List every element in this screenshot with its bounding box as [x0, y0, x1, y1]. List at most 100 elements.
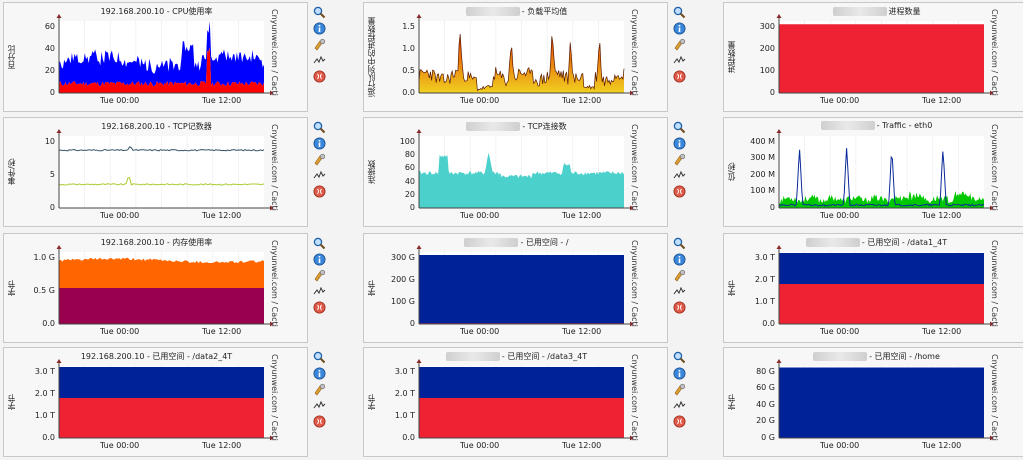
graph-icon[interactable]	[673, 169, 686, 182]
zoom-icon[interactable]	[313, 351, 326, 364]
vendor-watermark: Cnyunwei.com / Cacti	[630, 240, 639, 327]
plot-series	[418, 34, 625, 93]
graph-actions	[673, 237, 687, 317]
zoom-icon[interactable]	[673, 121, 686, 134]
graph-cell: - 已用空间 - /data1_4T 字节 3.0 T 2.0 T 1.0 T 0.0 Tu…	[723, 233, 1023, 343]
y-axis-label: 进程数量	[727, 41, 736, 73]
zoom-icon[interactable]	[673, 6, 686, 19]
graph-image[interactable]: 192.168.200.10 - TCP记数器 事件/秒 10 5 0 Tue 00:00…	[3, 117, 308, 227]
zoom-icon[interactable]	[673, 237, 686, 250]
graph-title: - TCP连接数	[364, 121, 667, 132]
plot-series	[778, 148, 985, 208]
graph-cell: 192.168.200.10 - TCP记数器 事件/秒 10 5 0 Tue 00:00…	[3, 117, 340, 227]
y-tick-label: 100	[759, 65, 775, 75]
y-tick-label: 0	[49, 88, 55, 97]
y-axis-arrow	[416, 14, 422, 18]
y-axis-arrow	[776, 245, 782, 249]
properties-icon[interactable]	[313, 383, 326, 396]
y-tick-label: 1.0 T	[34, 410, 55, 420]
graph-icon[interactable]	[673, 285, 686, 298]
info-icon[interactable]	[313, 137, 326, 150]
y-axis-label: 字节	[7, 394, 16, 410]
disk-used-area	[779, 284, 984, 324]
properties-icon[interactable]	[673, 269, 686, 282]
redacted-host	[813, 352, 868, 361]
delete-icon[interactable]	[673, 70, 686, 83]
graph-image[interactable]: - 已用空间 - /data3_4T 字节 3.0 T 2.0 T 1.0 T 0.0 Tu…	[363, 347, 668, 457]
vendor-watermark: Cnyunwei.com / Cacti	[630, 124, 639, 211]
x-tick-label: Tue 12:00	[922, 327, 962, 336]
properties-icon[interactable]	[313, 269, 326, 282]
x-tick-label: Tue 00:00	[460, 96, 500, 105]
graph-image[interactable]: 进程数量 进程数量 300 200 100 0 Tue 00:00 Tue 12:00 Cnyu…	[723, 2, 1023, 112]
x-axis-arrow	[270, 435, 274, 441]
graph-icon[interactable]	[673, 399, 686, 412]
graph-icon[interactable]	[313, 169, 326, 182]
x-tick-label: Tue 00:00	[100, 96, 140, 105]
x-tick-label: Tue 00:00	[460, 211, 500, 220]
graph-title-text: - 已用空间 - /data1_4T	[861, 238, 948, 247]
graph-icon[interactable]	[673, 54, 686, 67]
graph-image[interactable]: - 已用空间 - /data1_4T 字节 3.0 T 2.0 T 1.0 T 0.0 Tu…	[723, 233, 1023, 343]
graph-title-text: - 已用空间 - /home	[869, 352, 940, 361]
graph-cell: 进程数量 进程数量 300 200 100 0 Tue 00:00 Tue 12:00 Cnyu…	[723, 2, 1023, 112]
graph-title-text: 192.168.200.10 - 内存使用率	[100, 238, 213, 247]
delete-icon[interactable]	[673, 415, 686, 428]
vendor-watermark: Cnyunwei.com / Cacti	[990, 124, 999, 211]
graph-image[interactable]: - 负载平均值 运行队列中的进程数量 1.5 1.0 0.5 0.0 Tue 00:00 Tu…	[363, 2, 668, 112]
info-icon[interactable]	[673, 253, 686, 266]
graph-canvas	[416, 359, 634, 441]
graph-title: 192.168.200.10 - 内存使用率	[4, 237, 307, 248]
delete-icon[interactable]	[313, 70, 326, 83]
graph-image[interactable]: - 已用空间 - / 字节 300 G 200 G 100 G 0 Tue 00:00 Tue…	[363, 233, 668, 343]
graph-title: - 已用空间 - /data1_4T	[724, 237, 1023, 248]
x-axis-arrow	[630, 205, 634, 211]
y-tick-label: 0	[49, 203, 55, 212]
delete-icon[interactable]	[673, 185, 686, 198]
properties-icon[interactable]	[313, 38, 326, 51]
info-icon[interactable]	[313, 367, 326, 380]
info-icon[interactable]	[673, 367, 686, 380]
graph-cell: - 已用空间 - / 字节 300 G 200 G 100 G 0 Tue 00:00 Tue…	[363, 233, 700, 343]
info-icon[interactable]	[673, 22, 686, 35]
info-icon[interactable]	[673, 137, 686, 150]
delete-icon[interactable]	[313, 301, 326, 314]
y-tick-label: 20 G	[756, 416, 775, 426]
memory-cache-area	[59, 257, 264, 288]
zoom-icon[interactable]	[673, 351, 686, 364]
properties-icon[interactable]	[313, 153, 326, 166]
info-icon[interactable]	[313, 22, 326, 35]
delete-icon[interactable]	[673, 301, 686, 314]
properties-icon[interactable]	[673, 383, 686, 396]
graph-cell: - 已用空间 - /data3_4T 字节 3.0 T 2.0 T 1.0 T 0.0 Tu…	[363, 347, 700, 457]
delete-icon[interactable]	[313, 185, 326, 198]
graph-image[interactable]: - 已用空间 - /home 字节 80 G 60 G 40 G 20 G 0 G Tue 0…	[723, 347, 1023, 457]
y-axis-label: 字节	[367, 394, 376, 410]
zoom-icon[interactable]	[313, 6, 326, 19]
x-tick-label: Tue 00:00	[820, 211, 860, 220]
graph-icon[interactable]	[313, 54, 326, 67]
graph-icon[interactable]	[313, 285, 326, 298]
graph-image[interactable]: - TCP连接数 连接数 100 80 60 40 20 0 Tue 00:00 Tue 12:0…	[363, 117, 668, 227]
graph-title: 进程数量	[724, 6, 1023, 17]
y-tick-label: 1.5	[402, 21, 415, 31]
zoom-icon[interactable]	[313, 121, 326, 134]
properties-icon[interactable]	[673, 153, 686, 166]
y-tick-label: 0	[409, 203, 415, 212]
graph-image[interactable]: 192.168.200.10 - 内存使用率 字节 1.0 G 0.5 G 0.0 Tue…	[3, 233, 308, 343]
vendor-watermark: Cnyunwei.com / Cacti	[990, 9, 999, 96]
graph-image[interactable]: - Traffic - eth0 位/秒 400 M 300 M 200 M 100 M 0…	[723, 117, 1023, 227]
graph-image[interactable]: 192.168.200.10 - 已用空间 - /data2_4T 字节 3.0 T…	[3, 347, 308, 457]
zoom-icon[interactable]	[313, 237, 326, 250]
y-tick-label: 3.0 T	[394, 366, 415, 376]
graph-cell: - 已用空间 - /home 字节 80 G 60 G 40 G 20 G 0 G Tue 0…	[723, 347, 1023, 457]
info-icon[interactable]	[313, 253, 326, 266]
graph-icon[interactable]	[313, 399, 326, 412]
graph-image[interactable]: 192.168.200.10 - CPU使用率 百分比 60 40 20 0 Tue 00:…	[3, 2, 308, 112]
y-tick-label: 200	[759, 43, 775, 53]
delete-icon[interactable]	[313, 415, 326, 428]
y-tick-label: 5	[49, 169, 55, 179]
x-tick-label: Tue 00:00	[100, 327, 140, 336]
y-tick-label: 3.0 T	[34, 366, 55, 376]
properties-icon[interactable]	[673, 38, 686, 51]
